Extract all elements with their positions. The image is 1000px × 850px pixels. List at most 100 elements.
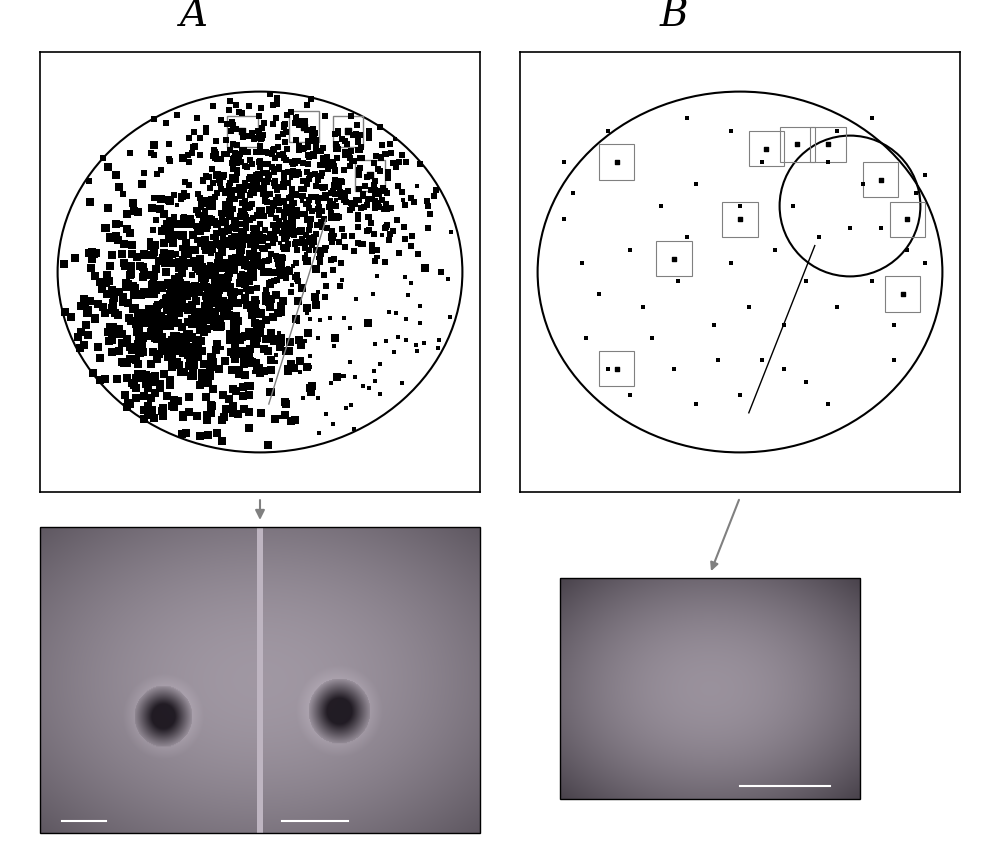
- Point: [284, 185, 300, 199]
- Point: [181, 359, 197, 372]
- Point: [170, 331, 186, 344]
- Point: [185, 369, 201, 382]
- Point: [390, 330, 406, 343]
- Point: [332, 279, 348, 292]
- Point: [222, 94, 238, 108]
- Point: [215, 388, 231, 401]
- Point: [136, 389, 152, 403]
- Point: [128, 392, 144, 405]
- Point: [212, 314, 228, 328]
- Point: [622, 243, 638, 257]
- Point: [198, 169, 214, 183]
- Point: [237, 194, 253, 207]
- Point: [223, 208, 239, 222]
- Point: [192, 264, 208, 278]
- Point: [192, 314, 208, 328]
- Point: [296, 141, 312, 155]
- Point: [266, 142, 282, 156]
- Point: [261, 231, 277, 245]
- Point: [263, 246, 279, 260]
- Point: [304, 204, 320, 218]
- Point: [310, 195, 326, 208]
- Point: [326, 159, 342, 173]
- Point: [200, 287, 216, 301]
- Point: [204, 288, 220, 302]
- Point: [205, 261, 221, 275]
- Point: [283, 222, 299, 235]
- Point: [253, 133, 269, 146]
- Point: [221, 104, 237, 117]
- Point: [367, 201, 383, 214]
- Point: [237, 177, 253, 190]
- Point: [248, 258, 264, 272]
- Point: [151, 254, 167, 268]
- Point: [268, 288, 284, 302]
- Point: [207, 214, 223, 228]
- Point: [146, 148, 162, 162]
- Point: [79, 307, 95, 320]
- Point: [269, 183, 285, 196]
- Point: [179, 329, 195, 343]
- Point: [275, 240, 291, 253]
- Point: [227, 353, 243, 366]
- Point: [118, 276, 134, 290]
- Point: [290, 315, 306, 329]
- Point: [184, 146, 200, 160]
- Point: [181, 131, 197, 145]
- Point: [185, 340, 201, 354]
- Point: [204, 352, 220, 366]
- Point: [138, 368, 154, 382]
- Point: [187, 308, 203, 321]
- Point: [398, 334, 414, 348]
- Point: [317, 109, 333, 122]
- Point: [175, 151, 191, 165]
- Point: [223, 185, 239, 199]
- Point: [251, 155, 267, 168]
- Point: [258, 188, 274, 201]
- Point: [327, 332, 343, 345]
- Point: [219, 147, 235, 161]
- Point: [218, 200, 234, 213]
- Point: [102, 230, 118, 243]
- Point: [237, 292, 253, 305]
- Point: [388, 306, 404, 320]
- Point: [267, 151, 283, 165]
- Point: [190, 340, 206, 354]
- Point: [346, 155, 362, 168]
- Point: [295, 190, 311, 203]
- Point: [178, 278, 194, 292]
- Point: [226, 217, 242, 230]
- Point: [278, 270, 294, 284]
- Point: [140, 286, 156, 299]
- Point: [179, 289, 195, 303]
- Point: [166, 329, 182, 343]
- Point: [216, 309, 232, 322]
- Point: [318, 190, 334, 204]
- Point: [181, 178, 197, 191]
- Point: [263, 373, 279, 387]
- Point: [165, 337, 181, 350]
- Point: [246, 176, 262, 190]
- Point: [148, 327, 164, 341]
- Point: [83, 261, 99, 275]
- Point: [198, 126, 214, 139]
- Point: [256, 343, 272, 356]
- Point: [178, 337, 194, 351]
- Point: [360, 211, 376, 224]
- Point: [163, 309, 179, 323]
- Point: [151, 309, 167, 323]
- Point: [235, 144, 251, 157]
- Point: [192, 429, 208, 443]
- Point: [210, 291, 226, 304]
- Point: [328, 193, 344, 207]
- Point: [86, 246, 102, 260]
- Point: [197, 241, 213, 254]
- Point: [426, 190, 442, 203]
- Point: [556, 212, 572, 226]
- Point: [278, 126, 294, 139]
- Point: [215, 216, 231, 230]
- Point: [173, 192, 189, 206]
- Point: [225, 153, 241, 167]
- Point: [192, 148, 208, 162]
- Point: [285, 212, 301, 226]
